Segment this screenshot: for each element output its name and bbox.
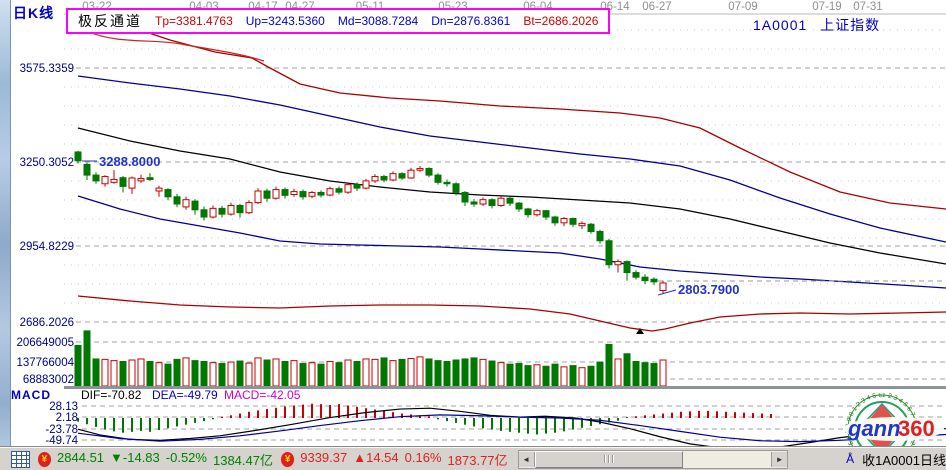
- down-arrow-icon: ▼: [110, 449, 123, 465]
- up-arrow-icon: ▲: [353, 449, 367, 465]
- svg-text:2803.7900: 2803.7900: [678, 282, 739, 297]
- candles: [74, 150, 667, 294]
- svg-text:07-09: 07-09: [728, 1, 757, 13]
- sz-change: 14.54: [366, 449, 399, 465]
- cursor-tool-icon[interactable]: Å: [846, 452, 855, 466]
- macd-dea-readout: DEA=-49.79: [152, 388, 218, 402]
- svg-text:2.18: 2.18: [56, 412, 78, 424]
- horizontal-scrollbar[interactable]: ◄ ►: [517, 449, 789, 469]
- scroll-right-button[interactable]: ►: [771, 451, 788, 467]
- svg-text:206649005: 206649005: [16, 337, 74, 349]
- svg-text:-23.78: -23.78: [45, 424, 78, 436]
- window-edge-strip: [0, 0, 11, 470]
- svg-text:07-19: 07-19: [812, 1, 841, 13]
- indicator-up-value: Up=3243.5360: [245, 14, 325, 28]
- svg-text:07-31: 07-31: [853, 1, 882, 13]
- svg-text:28.13: 28.13: [49, 401, 78, 413]
- symbol-title: 1A0001 上证指数: [753, 15, 880, 35]
- quote-grid-icon[interactable]: [11, 450, 30, 468]
- logo-text-360: 360: [898, 416, 935, 441]
- close-price-label: 收1A0001日线: [862, 452, 946, 468]
- indicator-bt-value: Bt=2686.2026: [523, 14, 599, 28]
- svg-text:2954.8229: 2954.8229: [20, 241, 74, 253]
- svg-text:68883002: 68883002: [23, 374, 74, 386]
- period-label[interactable]: 日K线: [13, 5, 55, 21]
- svg-text:3250.3052: 3250.3052: [20, 157, 74, 169]
- svg-text:-49.74: -49.74: [45, 435, 78, 447]
- svg-text:2686.2026: 2686.2026: [20, 317, 74, 329]
- macd-panel-title[interactable]: MACD: [11, 388, 51, 402]
- scrollbar-thumb[interactable]: [534, 450, 683, 468]
- symbol-name: 上证指数: [820, 17, 881, 33]
- sz-amount: 1873.77亿: [447, 452, 508, 468]
- indicator-md-value: Md=3088.7284: [337, 14, 419, 28]
- svg-text:137766004: 137766004: [16, 357, 74, 369]
- sh-price: 2844.51: [57, 449, 105, 465]
- sh-pct: -0.52%: [165, 449, 207, 465]
- macd-dif-readout: DIF=-70.82: [81, 388, 142, 402]
- svg-text:3288.8000: 3288.8000: [99, 154, 160, 169]
- shenzhen-quote: 9339.37 ▲14.54 0.16% 1873.77亿: [300, 450, 507, 469]
- macd-panel: [77, 403, 946, 446]
- svg-text:3575.3359: 3575.3359: [20, 63, 74, 75]
- sz-pct: 0.16%: [404, 449, 442, 465]
- channel-lines: [77, 25, 946, 332]
- macd-value-readout: MACD=-42.05: [224, 388, 301, 402]
- shanghai-index-icon[interactable]: ¥: [37, 451, 52, 467]
- indicator-name: 极反通道: [78, 13, 142, 29]
- logo-text-gann: gann: [847, 416, 901, 441]
- volume-bars: [74, 330, 667, 387]
- svg-text:06-27: 06-27: [642, 1, 671, 13]
- shenzhen-index-icon[interactable]: ¥: [280, 451, 295, 467]
- symbol-code: 1A0001: [753, 17, 808, 33]
- status-bar: ¥ 2844.51 ▼-14.83 -0.52% 1384.47亿 ¥ 9339…: [0, 447, 946, 470]
- channel-indicator-box: 极反通道 Tp=3381.4763 Up=3243.5360 Md=3088.7…: [66, 8, 611, 34]
- sh-amount: 1384.47亿: [212, 452, 273, 468]
- shanghai-quote: 2844.51 ▼-14.83 -0.52% 1384.47亿: [57, 450, 273, 469]
- indicator-tp-value: Tp=3381.4763: [155, 14, 233, 28]
- scroll-left-button[interactable]: ◄: [518, 451, 535, 467]
- sz-price: 9339.37: [300, 449, 348, 465]
- indicator-dn-value: Dn=2876.8361: [431, 14, 511, 28]
- sh-change: -14.83: [122, 449, 160, 465]
